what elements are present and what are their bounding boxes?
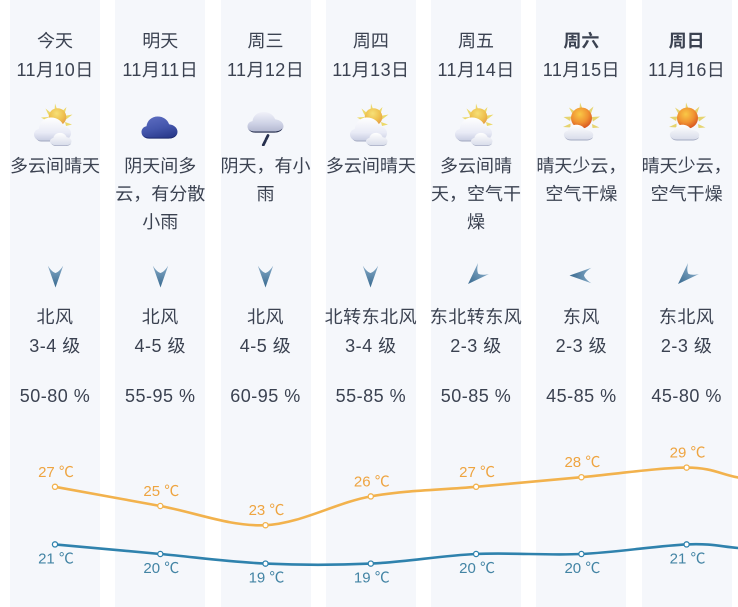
svg-text:19 ℃: 19 ℃ [249,567,285,588]
svg-text:19 ℃: 19 ℃ [354,567,390,588]
svg-text:26 ℃: 26 ℃ [354,470,390,491]
svg-text:28 ℃: 28 ℃ [564,451,600,472]
svg-text:21 ℃: 21 ℃ [670,547,706,568]
svg-text:21 ℃: 21 ℃ [38,547,74,568]
svg-text:25 ℃: 25 ℃ [143,480,179,501]
svg-text:27 ℃: 27 ℃ [459,461,495,482]
svg-text:20 ℃: 20 ℃ [564,557,600,578]
svg-text:23 ℃: 23 ℃ [249,499,285,520]
svg-text:27 ℃: 27 ℃ [38,461,74,482]
svg-text:20 ℃: 20 ℃ [143,557,179,578]
svg-text:20 ℃: 20 ℃ [459,557,495,578]
svg-text:29 ℃: 29 ℃ [670,442,706,463]
